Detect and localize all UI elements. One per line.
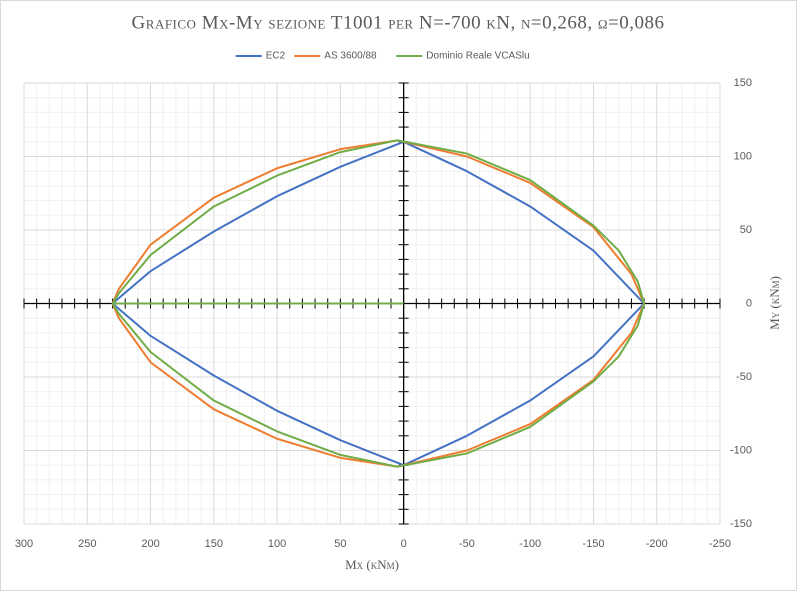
- y-tick-label: 50: [740, 224, 752, 236]
- y-tick-label: 0: [746, 297, 752, 309]
- x-tick-label: -250: [709, 538, 731, 550]
- x-tick-label: 150: [205, 538, 223, 550]
- x-tick-label: -100: [519, 538, 541, 550]
- y-tick-label: -50: [736, 371, 752, 383]
- x-tick-label: 250: [78, 538, 96, 550]
- y-axis-label: My (kNm): [767, 276, 782, 330]
- x-axis-label: Mx (kNm): [345, 557, 399, 572]
- legend-label: Dominio Reale VCASlu: [426, 51, 529, 62]
- legend-label: EC2: [266, 51, 286, 62]
- x-tick-label: -150: [582, 538, 604, 550]
- x-tick-label: 300: [15, 538, 33, 550]
- chart-title: Grafico Mx-My sezione T1001 per N=-700 k…: [132, 12, 665, 33]
- y-tick-label: 100: [734, 150, 752, 162]
- series-line: [111, 139, 646, 468]
- x-tick-label: -50: [459, 538, 475, 550]
- plot: [111, 139, 646, 468]
- x-tick-label: -200: [646, 538, 668, 550]
- y-tick-label: 150: [734, 77, 752, 89]
- x-tick-label: 100: [268, 538, 286, 550]
- x-tick-label: 200: [141, 538, 159, 550]
- y-tick-label: -100: [730, 444, 752, 456]
- x-tick-label: 50: [334, 538, 346, 550]
- y-tick-label: -150: [730, 518, 752, 530]
- x-tick-label: 0: [401, 538, 407, 550]
- legend-label: AS 3600/88: [324, 51, 377, 62]
